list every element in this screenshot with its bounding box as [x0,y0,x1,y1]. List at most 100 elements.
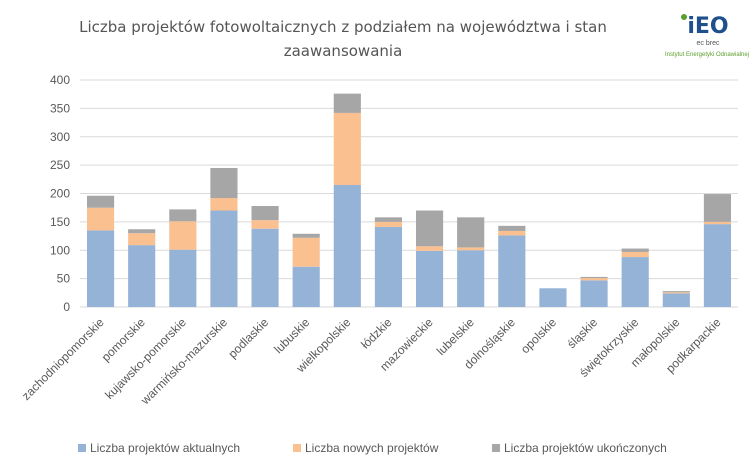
chart-title: Liczba projektów fotowoltaicznych z podz… [79,18,607,60]
bar-segment-series-2 [662,292,690,294]
bar-segment-series-1 [169,249,197,307]
legend-label: Liczba projektów aktualnych [90,441,240,455]
legend-label: Liczba nowych projektów [305,441,439,455]
x-axis-labels: zachodniopomorskiepomorskiekujawsko-pomo… [19,315,724,408]
x-category-label: śląskie [564,315,600,351]
bar-segment-series-2 [333,112,361,185]
legend: Liczba projektów aktualnych Liczba nowych… [78,441,667,455]
bar-stack [128,229,156,307]
bar-segment-series-3 [457,217,485,248]
legend-swatch [492,444,500,452]
logo-tagline: Instytut Energetyki Odnawialnej [665,52,749,58]
bar-stack [703,194,732,307]
bar-segment-series-1 [662,293,690,307]
logo-subtitle: ec brec [697,40,720,47]
bar-segment-series-1 [374,226,403,307]
legend-item: Liczba projektów ukończonych [492,441,667,455]
y-tick-label: 50 [57,272,71,286]
legend-item: Liczba projektów aktualnych [78,441,240,455]
y-tick-label: 400 [50,73,70,87]
chart-title-line-1: Liczba projektów fotowoltaicznych z podz… [79,18,607,36]
legend-label: Liczba projektów ukończonych [504,441,667,455]
bar-segment-series-3 [169,209,197,222]
x-category-label: opolskie [518,315,559,356]
bar-segment-series-3 [374,217,403,222]
y-tick-label: 0 [63,300,70,314]
bar-segment-series-2 [703,221,732,225]
bar-segment-series-2 [169,221,197,250]
bar-segment-series-3 [498,225,526,231]
bars [86,93,732,307]
y-tick-label: 150 [50,215,70,229]
bar-segment-series-3 [662,291,690,293]
bar-segment-series-1 [703,224,732,307]
y-tick-label: 350 [50,101,70,115]
x-category-label: podlaskie [225,315,271,361]
bar-segment-series-3 [333,93,361,113]
bar-segment-series-3 [128,229,156,234]
ieo-logo: iEO ec brec Instytut Energetyki Odnawial… [665,14,749,58]
bar-stack [86,195,115,307]
bar-segment-series-2 [374,221,403,227]
bar-segment-series-1 [580,280,608,307]
bar-stack [169,209,197,307]
bar-stack [457,217,485,307]
bar-stack [498,225,526,307]
bar-segment-series-2 [580,278,608,281]
y-tick-label: 250 [50,158,70,172]
bar-segment-series-1 [621,257,649,307]
bar-segment-series-2 [498,230,526,236]
bar-segment-series-3 [703,194,732,222]
y-axis: 0 50 100 150 200 250 300 350 400 [50,73,70,314]
bar-segment-series-3 [621,248,649,252]
y-tick-label: 200 [50,187,70,201]
bar-segment-series-2 [210,198,238,211]
bar-segment-series-1 [539,288,567,307]
legend-swatch [293,444,301,452]
bar-segment-series-1 [86,230,115,307]
logo-dot-icon [681,14,687,20]
bar-stack [251,205,279,307]
bar-segment-series-2 [128,233,156,246]
bar-segment-series-1 [292,266,320,307]
y-tick-label: 300 [50,130,70,144]
bar-segment-series-1 [498,235,526,307]
bar-segment-series-3 [292,233,320,238]
bar-segment-series-1 [251,228,279,307]
legend-item: Liczba nowych projektów [293,441,439,455]
x-category-label: lubuskie [271,315,312,356]
bar-segment-series-1 [333,184,361,307]
bar-segment-series-2 [86,207,115,231]
chart-title-line-2: zaawansowania [284,42,403,60]
bar-segment-series-3 [210,167,238,199]
bar-segment-series-3 [251,205,279,221]
bar-segment-series-2 [251,220,279,229]
bar-stack [662,291,690,307]
x-category-label: zachodniopomorskie [19,315,107,403]
bar-segment-series-1 [457,250,485,307]
bar-stack [333,93,361,307]
bar-segment-series-3 [86,195,115,208]
bar-stack [415,210,444,307]
bar-segment-series-3 [415,210,444,247]
bar-segment-series-2 [621,251,649,258]
y-tick-label: 100 [50,243,70,257]
logo-mark: iEO [687,14,728,39]
bar-stack [374,217,403,307]
bar-stack [210,167,238,307]
bar-stack [580,276,608,307]
bar-segment-series-2 [415,246,444,251]
legend-swatch [78,444,86,452]
bar-segment-series-1 [415,250,444,307]
bar-segment-series-1 [210,210,238,307]
bar-stack [292,233,320,307]
bar-stack [539,288,567,307]
bar-segment-series-1 [128,245,156,307]
bar-stack [621,248,649,307]
bar-segment-series-2 [457,247,485,251]
bar-segment-series-3 [580,276,608,279]
x-category-label: łódzkie [358,315,395,352]
bar-segment-series-2 [292,237,320,267]
